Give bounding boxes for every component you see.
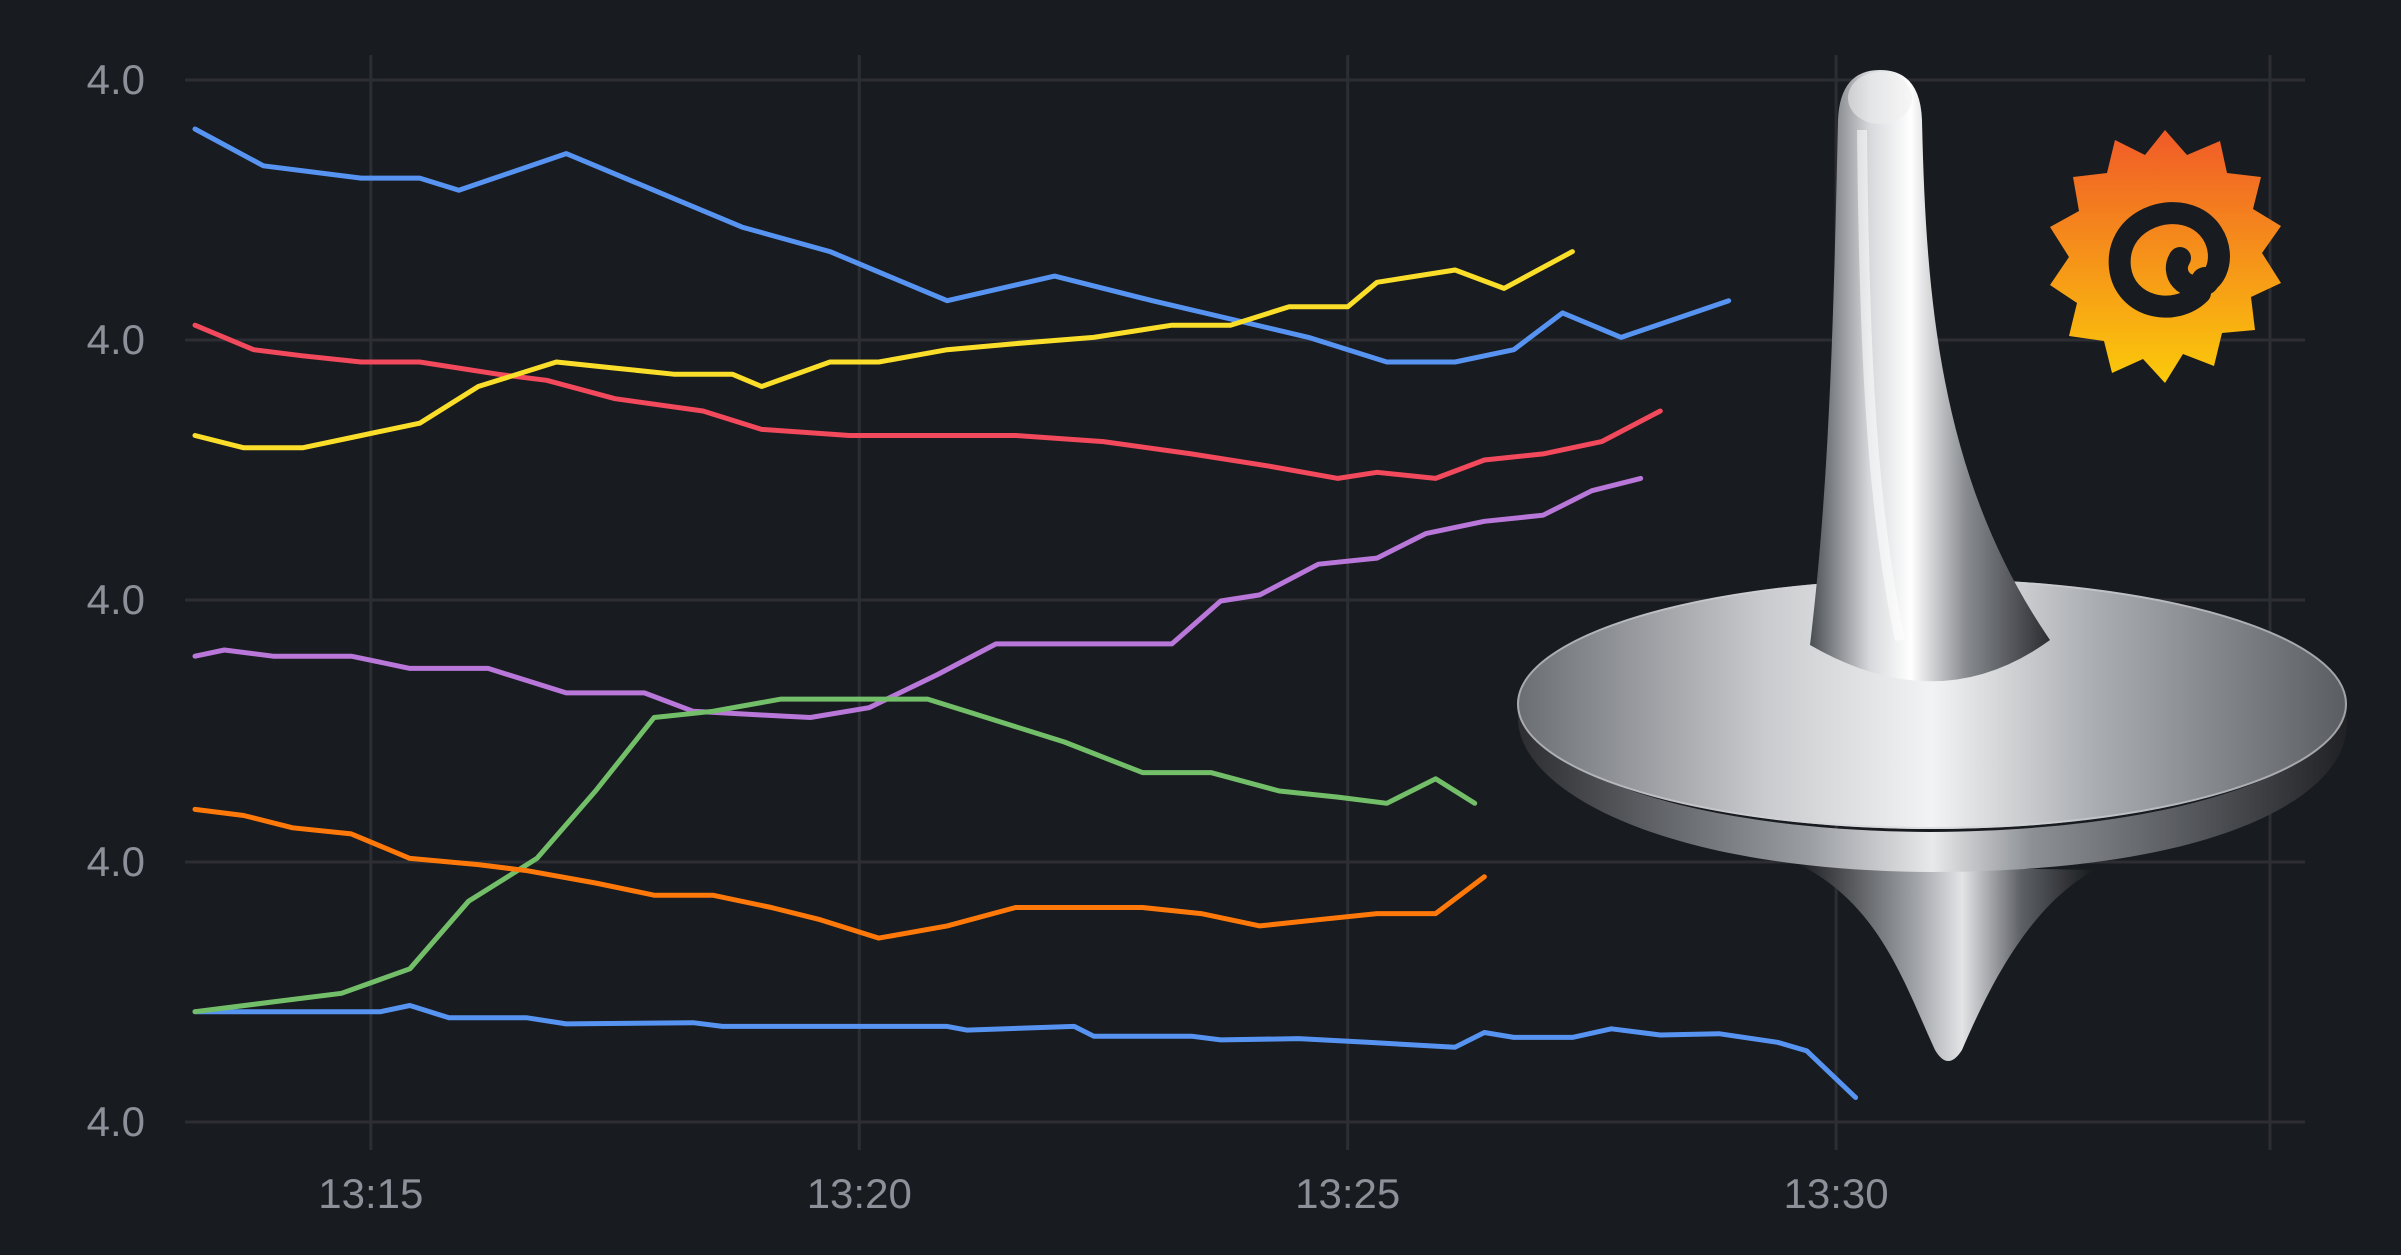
x-tick-label: 13:30 [1784, 1170, 1889, 1217]
series-line-4 [192, 249, 1575, 451]
y-tick-label: 4.0 [87, 56, 145, 103]
series-line-1 [192, 1003, 1859, 1100]
spinning-top-image [1517, 70, 2347, 1061]
y-tick-label: 4.0 [87, 838, 145, 885]
x-tick-label: 13:20 [807, 1170, 912, 1217]
y-tick-label: 4.0 [87, 576, 145, 623]
grafana-logo [2050, 130, 2281, 383]
axes: 4.0 4.0 4.0 4.0 4.0 13:15 13:20 13:25 13:30 [87, 56, 1889, 1217]
y-tick-label: 4.0 [87, 316, 145, 363]
series-line-2 [192, 126, 1732, 365]
series-line-3 [192, 322, 1663, 481]
grid-lines [185, 55, 2305, 1150]
series-line-6 [192, 696, 1478, 1015]
series-line-5 [192, 475, 1644, 720]
series-line-7 [192, 806, 1487, 941]
x-tick-label: 13:25 [1295, 1170, 1400, 1217]
x-tick-label: 13:15 [318, 1170, 423, 1217]
y-tick-label: 4.0 [87, 1098, 145, 1145]
series-lines [192, 126, 1859, 1100]
